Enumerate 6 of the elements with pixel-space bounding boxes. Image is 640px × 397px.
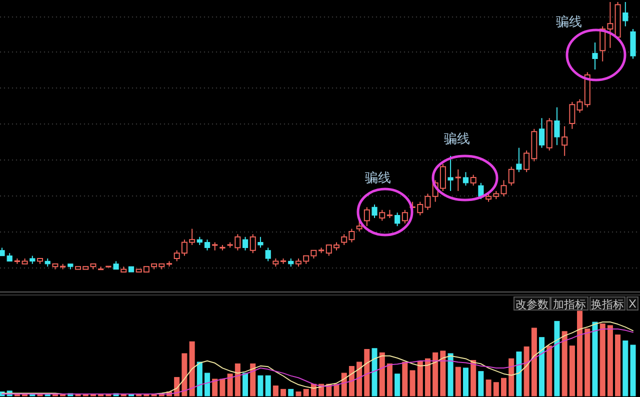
- annotation: 骗线: [556, 15, 582, 30]
- annotation: 换指标: [591, 298, 624, 311]
- annotation: 骗线: [444, 132, 470, 147]
- annotation: 骗线: [365, 171, 391, 186]
- annotation: 加指标: [553, 298, 586, 311]
- annotation: 改参数: [516, 298, 548, 311]
